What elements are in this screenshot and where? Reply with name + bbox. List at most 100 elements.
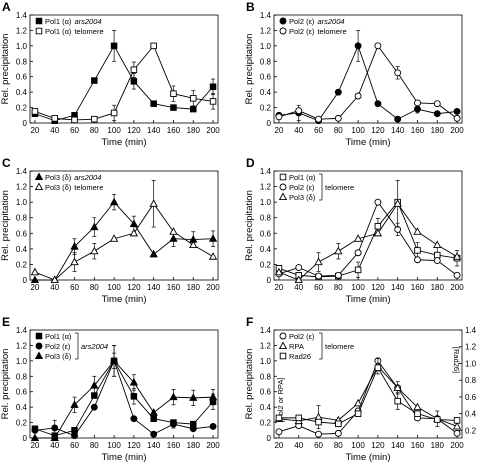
data-point xyxy=(354,92,362,100)
data-point xyxy=(354,249,362,257)
data-point xyxy=(109,197,119,206)
x-tick-label: 180 xyxy=(431,441,445,450)
legend-entry-locus: ars2004 xyxy=(74,173,101,182)
x-tick-label: 80 xyxy=(90,283,99,292)
legend-entry-name: Pol3 (δ) xyxy=(45,173,72,182)
data-point xyxy=(295,414,302,422)
legend-entry: Pol1 (α) ars2004 xyxy=(45,17,102,26)
x-tick-label: 200 xyxy=(450,441,464,450)
x-tick-label: 200 xyxy=(206,283,220,292)
data-point xyxy=(434,416,441,423)
data-point xyxy=(169,234,178,242)
data-point xyxy=(70,257,79,266)
data-point xyxy=(90,246,99,255)
y-tick-label: 0 xyxy=(23,434,28,443)
x-tick-label: 60 xyxy=(314,441,323,450)
data-point xyxy=(394,69,402,77)
x-tick-label: 20 xyxy=(30,283,39,292)
x-tick-label: 40 xyxy=(50,441,59,450)
x-tick-label: 160 xyxy=(411,283,425,292)
data-point xyxy=(30,275,40,284)
x-axis-label: Time (min) xyxy=(345,294,390,305)
data-point xyxy=(434,251,441,259)
x-tick-label: 80 xyxy=(334,283,343,292)
legend-entry-name: Pol3 (δ) xyxy=(289,193,316,202)
data-point xyxy=(394,115,402,123)
y-tick-label: 0.2 xyxy=(16,104,28,113)
legend-entry-name: Rad26 xyxy=(289,352,311,361)
legend-entry-name: Pol1 (α) xyxy=(289,173,316,182)
x-tick-label: 60 xyxy=(70,283,79,292)
legend-group-label: telomere xyxy=(325,342,354,351)
y-axis-label: Rel. precipitation xyxy=(244,34,255,105)
series-line xyxy=(34,201,214,281)
legend-marker xyxy=(279,27,287,35)
data-point xyxy=(149,249,158,258)
y-tick-label: 1.0 xyxy=(16,198,28,207)
legend-marker xyxy=(35,342,43,350)
y-tick-label: 0.8 xyxy=(260,214,272,223)
y-tick-label: 0.6 xyxy=(260,388,272,397)
panel-a: A 0 0.2 0.4 0.6 0.8 1.0 1.2 1.4 20 40 60 80 100 120 140… xyxy=(0,0,220,148)
y2-tick-label: 1.0 xyxy=(465,359,477,368)
legend-entry-locus: ars2004 xyxy=(74,17,101,26)
legend-entry: Pol3 (δ) telomere xyxy=(45,183,103,192)
plot-frame xyxy=(29,329,219,439)
panel-label: F xyxy=(246,315,253,329)
y2-tick-label: 1.2 xyxy=(465,343,477,352)
data-point xyxy=(275,113,283,121)
data-point xyxy=(129,377,139,386)
data-point xyxy=(275,414,283,422)
y-tick-label: 0 xyxy=(23,276,28,285)
series-square-open xyxy=(275,198,461,281)
x-tick-label: 120 xyxy=(371,283,385,292)
y-tick-label: 0.4 xyxy=(260,88,272,97)
data-point xyxy=(91,115,98,123)
x-tick-label: 200 xyxy=(450,283,464,292)
x-tick-label: 40 xyxy=(294,283,303,292)
panel-label: A xyxy=(2,0,11,14)
panel-label: C xyxy=(2,156,11,170)
legend-marker xyxy=(279,332,287,340)
y-tick-label: 1.0 xyxy=(260,42,272,51)
legend-entry-name: Pol3 (δ) xyxy=(45,183,72,192)
legend-entry-locus: telomere xyxy=(74,183,103,192)
data-point xyxy=(71,116,78,124)
y-tick-label: 1.0 xyxy=(16,357,28,366)
series-square-open xyxy=(275,364,461,427)
data-point xyxy=(170,420,177,428)
data-point xyxy=(90,381,99,389)
data-point xyxy=(129,219,139,227)
series-circle-open xyxy=(275,42,461,123)
series-triangle-open xyxy=(274,179,462,284)
legend-marker xyxy=(34,172,44,181)
data-point xyxy=(31,426,39,434)
series-line xyxy=(34,202,214,281)
data-point xyxy=(189,425,197,433)
y-tick-label: 0.6 xyxy=(16,388,28,397)
data-point xyxy=(335,420,342,427)
y-tick-label: 0.6 xyxy=(16,229,28,238)
legend-marker xyxy=(35,17,43,25)
series-line xyxy=(34,360,214,439)
legend-entry-name: Pol1 (α) xyxy=(45,27,72,36)
panel-f: F 0 0.2 0.4 0.6 0.8 1.0 1.2 1.4 20 40 60 80 100 120 140… xyxy=(244,315,477,463)
data-point xyxy=(334,271,342,279)
legend-entry: Pol2 (ε) xyxy=(45,342,71,351)
data-point xyxy=(208,234,218,242)
data-point xyxy=(452,421,462,430)
panel-label: B xyxy=(246,0,255,14)
data-point xyxy=(170,104,177,111)
legend-entry-name: Pol2 (ε) xyxy=(289,27,315,36)
data-point xyxy=(374,364,382,371)
x-tick-label: 160 xyxy=(411,441,425,450)
legend-entry: Pol2 (ε) xyxy=(289,183,315,192)
legend-entry: Pol2 (ε) ars2004 xyxy=(289,17,345,26)
legend-marker xyxy=(35,332,43,340)
x-tick-label: 20 xyxy=(30,126,39,135)
data-point xyxy=(373,228,383,237)
data-point xyxy=(150,100,157,107)
panel-c: C 0 0.2 0.4 0.6 0.8 1.0 1.2 1.4 20 40 60 80 100 120 140… xyxy=(0,156,220,305)
x-tick-label: 180 xyxy=(431,126,445,135)
x-tick-label: 80 xyxy=(90,126,99,135)
